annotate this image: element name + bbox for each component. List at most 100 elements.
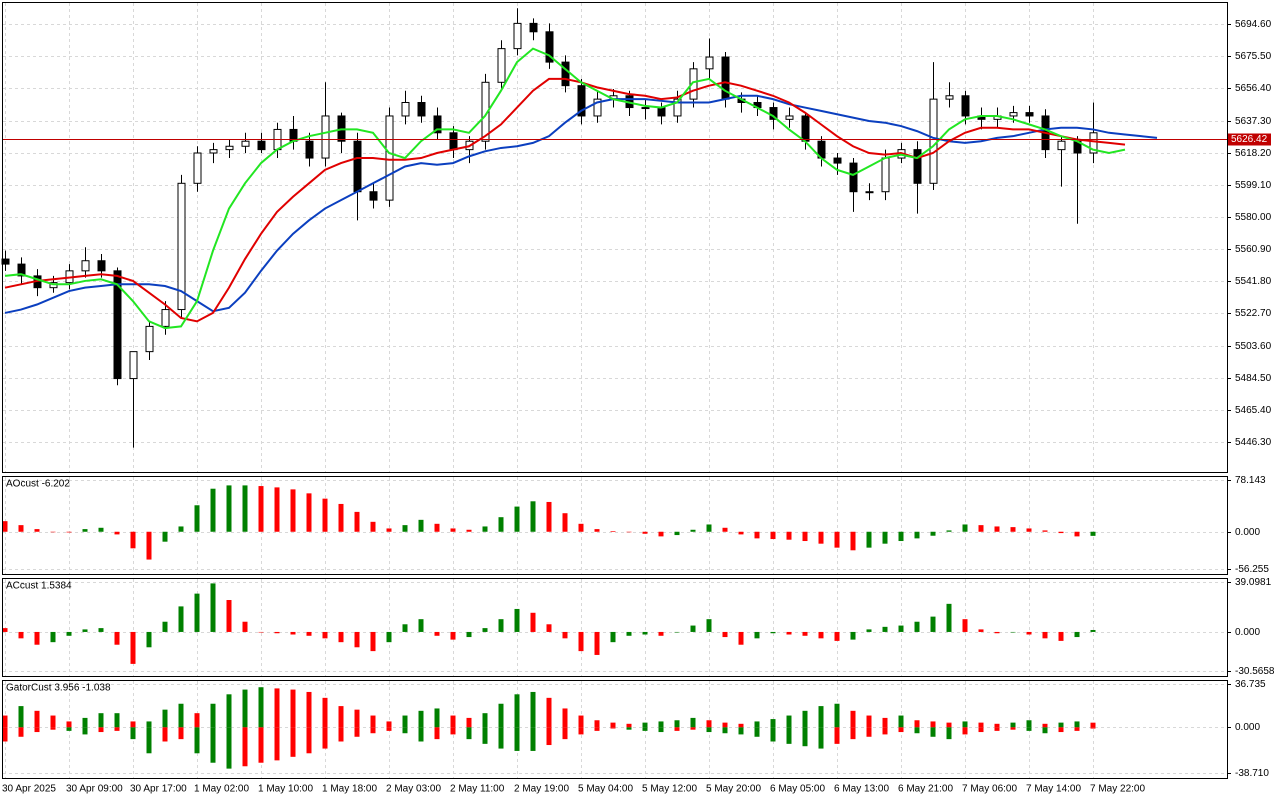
histogram-bar bbox=[866, 629, 872, 632]
y-tick-label: 5560.90 bbox=[1235, 244, 1272, 255]
gator-bar bbox=[674, 727, 680, 731]
histogram-bar bbox=[146, 531, 152, 560]
gator-bar bbox=[994, 723, 1000, 728]
histogram-bar bbox=[770, 631, 776, 634]
histogram-bar bbox=[338, 631, 344, 643]
histogram-bar bbox=[66, 631, 72, 636]
histogram-bar bbox=[50, 531, 56, 533]
gator-bar bbox=[386, 727, 392, 731]
histogram-bar bbox=[882, 531, 888, 544]
gator-bar bbox=[210, 703, 216, 728]
gator-bar bbox=[2, 727, 8, 742]
gator-bar bbox=[338, 706, 344, 728]
candle-body bbox=[961, 95, 970, 117]
histogram-bar bbox=[226, 485, 232, 532]
y-tick-label: 5580.00 bbox=[1235, 212, 1272, 223]
histogram-bar bbox=[290, 631, 296, 635]
y-tick-label: 5599.10 bbox=[1235, 180, 1272, 191]
y-tick-label: 5694.60 bbox=[1235, 19, 1272, 30]
gator-bar bbox=[642, 722, 648, 728]
histogram-bar bbox=[258, 486, 264, 532]
histogram-bar bbox=[402, 525, 408, 532]
gator-bar bbox=[946, 727, 952, 740]
histogram-bar bbox=[2, 521, 8, 532]
candle-body bbox=[641, 107, 650, 110]
candle-body bbox=[561, 61, 570, 87]
histogram-bar bbox=[434, 523, 440, 532]
candle-body bbox=[945, 95, 954, 100]
candle-body bbox=[257, 140, 266, 151]
gator-bar bbox=[114, 727, 120, 731]
histogram-bar bbox=[546, 624, 552, 632]
histogram-bar bbox=[642, 631, 648, 635]
histogram-bar bbox=[914, 531, 920, 539]
gator-bar bbox=[514, 727, 520, 751]
histogram-bar bbox=[898, 625, 904, 632]
histogram-bar bbox=[578, 631, 584, 652]
y-tick-label: 5522.70 bbox=[1235, 308, 1272, 319]
gator-bar bbox=[738, 723, 744, 728]
histogram-bar bbox=[962, 619, 968, 632]
histogram-bar bbox=[738, 531, 744, 535]
gator-bar bbox=[434, 727, 440, 740]
histogram-bar bbox=[498, 517, 504, 532]
gator-bar bbox=[914, 720, 920, 728]
gator-bar bbox=[818, 706, 824, 728]
gator-bar bbox=[1026, 727, 1032, 731]
histogram-bar bbox=[482, 526, 488, 532]
histogram-bar bbox=[786, 531, 792, 540]
histogram-bar bbox=[1042, 631, 1048, 639]
y-tick-label: 0.000 bbox=[1235, 527, 1260, 538]
candle-body bbox=[689, 68, 698, 100]
gator-bar bbox=[66, 727, 72, 731]
histogram-bar bbox=[322, 631, 328, 639]
histogram-bar bbox=[562, 631, 568, 639]
histogram-bar bbox=[274, 631, 280, 634]
gator-bar bbox=[466, 717, 472, 728]
candle-body bbox=[97, 260, 106, 272]
gator-bar bbox=[450, 727, 456, 735]
candle-body bbox=[385, 115, 394, 201]
histogram-bar bbox=[690, 625, 696, 632]
histogram-bar bbox=[242, 485, 248, 532]
candle-body bbox=[705, 56, 714, 70]
candle-body bbox=[801, 115, 810, 142]
histogram-bar bbox=[514, 608, 520, 632]
x-tick-label: 6 May 21:00 bbox=[898, 784, 953, 795]
gator-bar bbox=[594, 727, 600, 731]
gator-bar bbox=[786, 715, 792, 728]
gator-bar bbox=[434, 708, 440, 728]
histogram-bar bbox=[658, 531, 664, 537]
current-price-box bbox=[1228, 133, 1271, 146]
y-tick-label: 39.0981 bbox=[1235, 577, 1272, 588]
gator-bar bbox=[1010, 727, 1016, 730]
histogram-bar bbox=[242, 621, 248, 632]
candle-body bbox=[673, 98, 682, 117]
candle-body bbox=[369, 191, 378, 201]
candle-body bbox=[913, 149, 922, 184]
gator-bar bbox=[98, 713, 104, 728]
gator-bar bbox=[930, 727, 936, 737]
gator-bar bbox=[658, 721, 664, 728]
histogram-bar bbox=[178, 606, 184, 632]
gator-bar bbox=[754, 727, 760, 737]
gator-bar bbox=[994, 727, 1000, 731]
histogram-bar bbox=[610, 631, 616, 643]
gator-bar bbox=[914, 727, 920, 734]
gator-bar bbox=[354, 709, 360, 728]
panel-title: AOcust -6.202 bbox=[6, 479, 70, 490]
histogram-bar bbox=[226, 600, 232, 632]
histogram-bar bbox=[898, 531, 904, 542]
gator-bar bbox=[690, 717, 696, 728]
gator-bar bbox=[818, 727, 824, 749]
gator-bar bbox=[338, 727, 344, 742]
histogram-bar bbox=[1074, 531, 1080, 537]
candle-body bbox=[353, 140, 362, 193]
candle-body bbox=[529, 22, 538, 33]
candle-body bbox=[657, 107, 666, 117]
histogram-bar bbox=[802, 631, 808, 636]
gator-bar bbox=[226, 694, 232, 728]
gator-bar bbox=[370, 715, 376, 728]
gator-bar bbox=[626, 727, 632, 730]
